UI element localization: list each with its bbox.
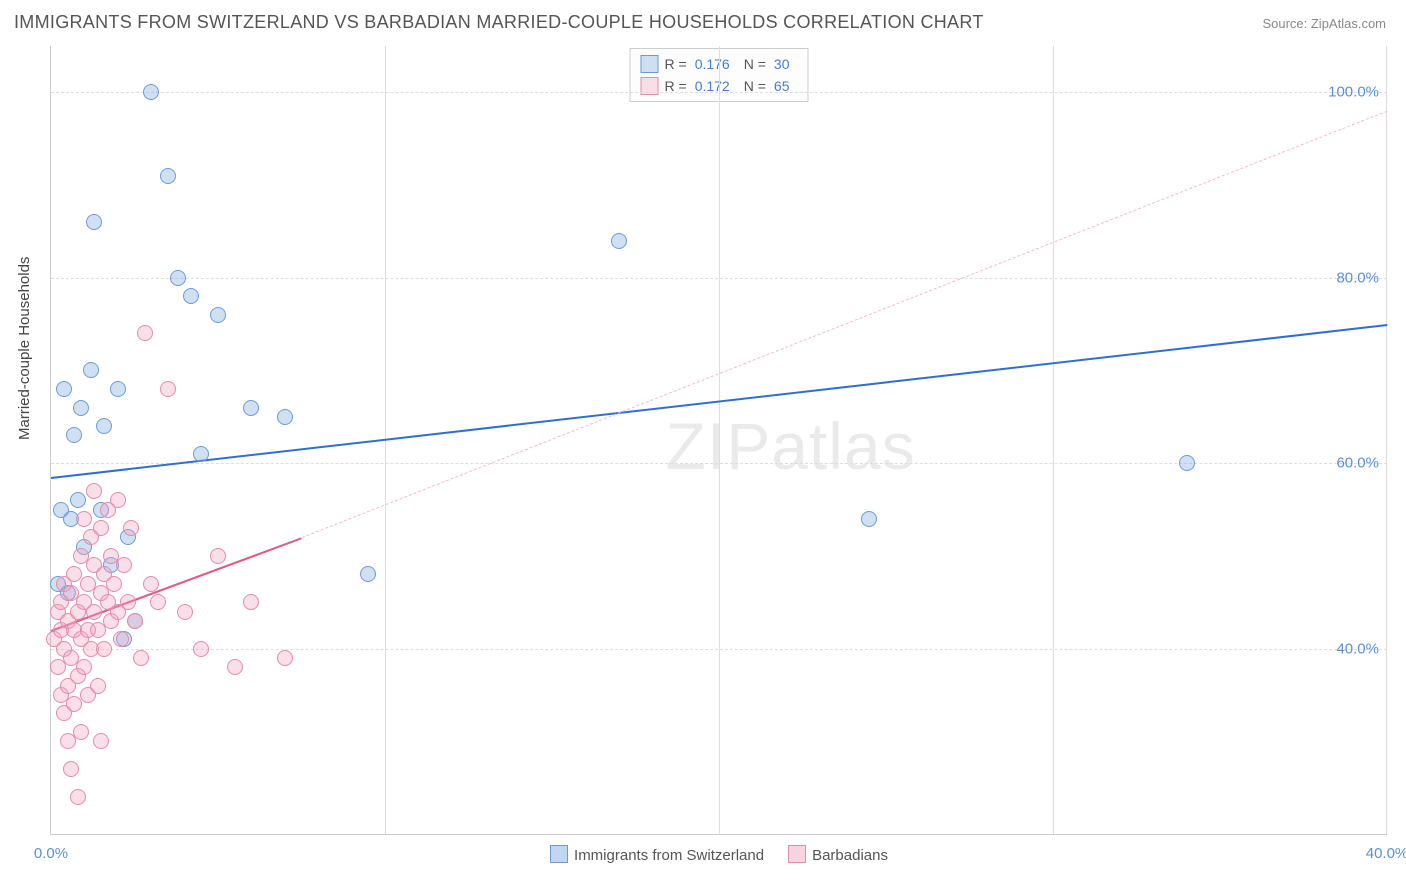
data-point <box>150 594 166 610</box>
data-point <box>76 511 92 527</box>
data-point <box>183 288 199 304</box>
legend-r-label: R = <box>665 75 687 97</box>
data-point <box>110 492 126 508</box>
data-point <box>360 566 376 582</box>
legend-n-value: 30 <box>774 53 790 75</box>
data-point <box>143 84 159 100</box>
source-attribution: Source: ZipAtlas.com <box>1262 16 1386 31</box>
legend-swatch <box>550 845 568 863</box>
legend-swatch <box>788 845 806 863</box>
y-tick-label: 100.0% <box>1328 84 1379 101</box>
series-legend: Immigrants from Switzerland Barbadians <box>550 845 888 864</box>
data-point <box>76 659 92 675</box>
x-tick-label: 40.0% <box>1366 845 1406 862</box>
legend-n-label: N = <box>744 75 766 97</box>
legend-r-label: R = <box>665 53 687 75</box>
data-point <box>110 381 126 397</box>
data-point <box>227 659 243 675</box>
legend-r-value: 0.172 <box>695 75 730 97</box>
legend-item: Immigrants from Switzerland <box>550 845 764 864</box>
data-point <box>86 483 102 499</box>
data-point <box>120 594 136 610</box>
data-point <box>160 168 176 184</box>
data-point <box>133 650 149 666</box>
y-tick-label: 80.0% <box>1336 269 1379 286</box>
data-point <box>96 418 112 434</box>
data-point <box>177 604 193 620</box>
data-point <box>210 548 226 564</box>
y-tick-label: 40.0% <box>1336 640 1379 657</box>
data-point <box>70 492 86 508</box>
scatter-plot-area: ZIPatlas R =0.176N =30R =0.172N =65 Immi… <box>50 46 1387 835</box>
data-point <box>90 678 106 694</box>
data-point <box>143 576 159 592</box>
data-point <box>243 594 259 610</box>
trend-line <box>301 111 1387 538</box>
gridline-vertical <box>719 46 720 834</box>
legend-label: Barbadians <box>812 847 888 864</box>
data-point <box>83 362 99 378</box>
data-point <box>106 576 122 592</box>
data-point <box>93 520 109 536</box>
x-tick-label: 0.0% <box>34 845 68 862</box>
data-point <box>73 400 89 416</box>
data-point <box>56 381 72 397</box>
gridline-vertical <box>1053 46 1054 834</box>
data-point <box>73 724 89 740</box>
data-point <box>96 641 112 657</box>
data-point <box>137 325 153 341</box>
data-point <box>861 511 877 527</box>
data-point <box>277 650 293 666</box>
y-tick-label: 60.0% <box>1336 455 1379 472</box>
data-point <box>127 613 143 629</box>
data-point <box>63 761 79 777</box>
data-point <box>70 789 86 805</box>
plot-right-border <box>1386 46 1387 834</box>
data-point <box>123 520 139 536</box>
data-point <box>160 381 176 397</box>
data-point <box>116 557 132 573</box>
data-point <box>277 409 293 425</box>
legend-item: Barbadians <box>788 845 888 864</box>
data-point <box>210 307 226 323</box>
data-point <box>86 214 102 230</box>
data-point <box>611 233 627 249</box>
data-point <box>170 270 186 286</box>
legend-n-label: N = <box>744 53 766 75</box>
legend-label: Immigrants from Switzerland <box>574 847 764 864</box>
data-point <box>1179 455 1195 471</box>
y-axis-title: Married-couple Households <box>16 257 33 440</box>
data-point <box>193 446 209 462</box>
watermark: ZIPatlas <box>666 408 916 484</box>
data-point <box>66 427 82 443</box>
data-point <box>193 641 209 657</box>
chart-title: IMMIGRANTS FROM SWITZERLAND VS BARBADIAN… <box>14 12 984 33</box>
legend-r-value: 0.176 <box>695 53 730 75</box>
legend-n-value: 65 <box>774 75 790 97</box>
data-point <box>93 733 109 749</box>
data-point <box>243 400 259 416</box>
legend-swatch <box>641 55 659 73</box>
data-point <box>113 631 129 647</box>
